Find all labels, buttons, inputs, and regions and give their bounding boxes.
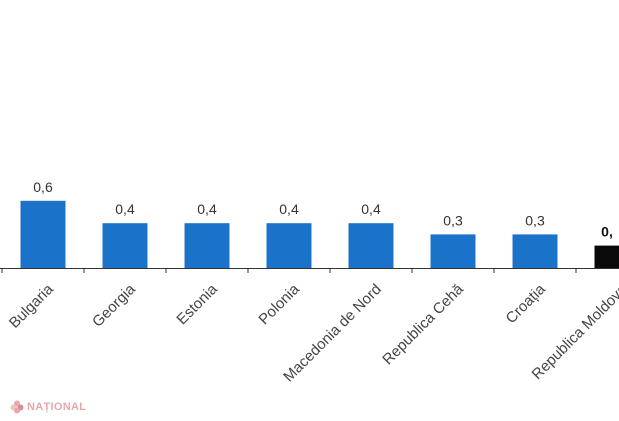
bar-3 [266, 223, 312, 268]
category-label-3: Polonia [255, 280, 303, 328]
category-label-0: Bulgaria [6, 280, 57, 331]
value-label-5: 0,3 [443, 212, 463, 228]
watermark-text: NAȚIONAL [27, 401, 87, 413]
flower-logo-icon [10, 400, 24, 414]
category-label-1: Georgia [89, 280, 139, 330]
bar-2 [184, 223, 230, 268]
bar-7 [594, 245, 619, 268]
category-label-6: Croația [503, 280, 550, 327]
bar-4 [348, 223, 394, 268]
category-label-2: Estonia [173, 280, 221, 328]
bar-1 [102, 223, 148, 268]
value-label-4: 0,4 [361, 201, 381, 217]
value-label-2: 0,4 [197, 201, 217, 217]
value-label-0: 0,6 [33, 179, 53, 195]
value-label-1: 0,4 [115, 201, 135, 217]
category-label-5: Republica Cehă [379, 280, 467, 368]
bar-5 [430, 234, 476, 268]
value-label-3: 0,4 [279, 201, 299, 217]
watermark: NAȚIONAL [10, 400, 86, 414]
bar-6 [512, 234, 558, 268]
value-label-6: 0,3 [525, 212, 545, 228]
bar-0 [20, 200, 66, 268]
value-label-7: 0, [601, 224, 613, 240]
